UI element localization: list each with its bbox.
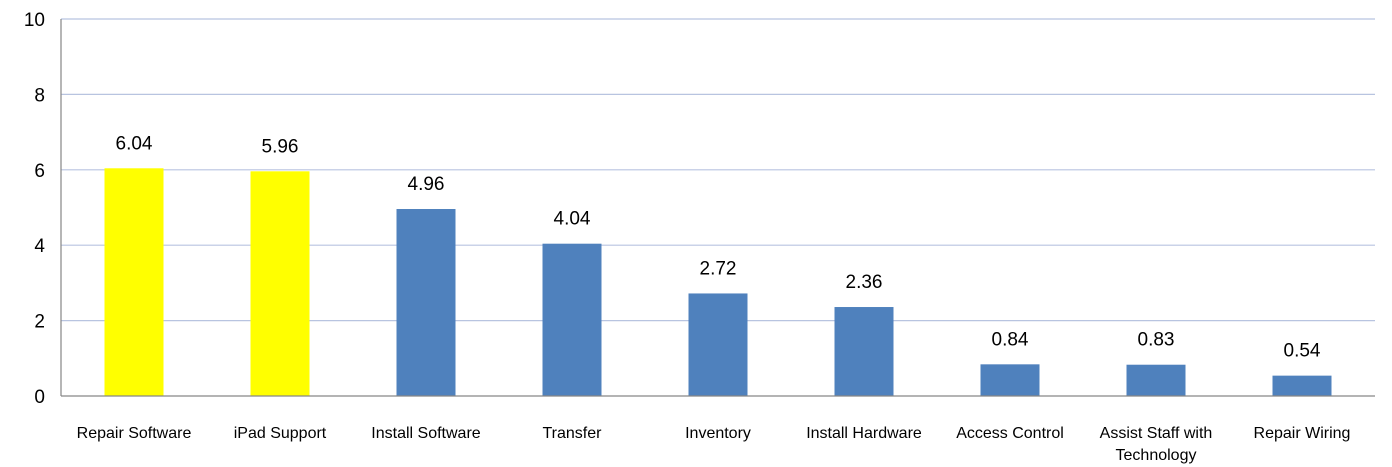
bar <box>250 171 310 396</box>
x-category-label: Access Control <box>956 425 1064 442</box>
x-axis-category-labels: Repair Software iPad Support Install Softw… <box>77 425 1351 464</box>
bars <box>104 168 1332 396</box>
bar <box>834 307 894 396</box>
bar <box>688 293 748 396</box>
y-tick-label: 8 <box>34 85 45 106</box>
data-label: 0.84 <box>992 329 1029 350</box>
y-tick-label: 0 <box>34 387 45 408</box>
bar <box>1126 364 1186 396</box>
data-labels: 6.04 5.96 4.96 4.04 2.72 2.36 0.84 0.83 0.54 <box>116 133 1321 361</box>
bar <box>980 364 1040 396</box>
x-category-label: Transfer <box>543 425 603 442</box>
x-category-label: Assist Staff with Technology <box>1100 425 1213 464</box>
x-category-label: Inventory <box>685 425 751 442</box>
x-category-label: iPad Support <box>234 425 327 442</box>
x-category-label: Install Software <box>371 425 480 442</box>
x-category-label: Install Hardware <box>806 425 922 442</box>
bar <box>542 243 602 396</box>
x-category-label: Repair Wiring <box>1254 425 1351 442</box>
y-tick-label: 6 <box>34 161 45 182</box>
data-label: 5.96 <box>262 136 299 157</box>
bar <box>1272 375 1332 396</box>
y-axis-tick-labels: 0 2 4 6 8 10 <box>24 10 46 408</box>
y-tick-label: 2 <box>34 312 45 333</box>
bar <box>104 168 164 396</box>
y-tick-label: 10 <box>24 10 45 31</box>
data-label: 2.36 <box>846 272 883 293</box>
data-label: 4.04 <box>554 209 591 230</box>
data-label: 6.04 <box>116 133 153 154</box>
data-label: 4.96 <box>408 174 445 195</box>
bar <box>396 209 456 396</box>
data-label: 2.72 <box>700 258 737 279</box>
x-category-label: Repair Software <box>77 425 192 442</box>
y-tick-label: 4 <box>34 236 45 257</box>
data-label: 0.83 <box>1138 330 1175 351</box>
data-label: 0.54 <box>1284 341 1321 362</box>
